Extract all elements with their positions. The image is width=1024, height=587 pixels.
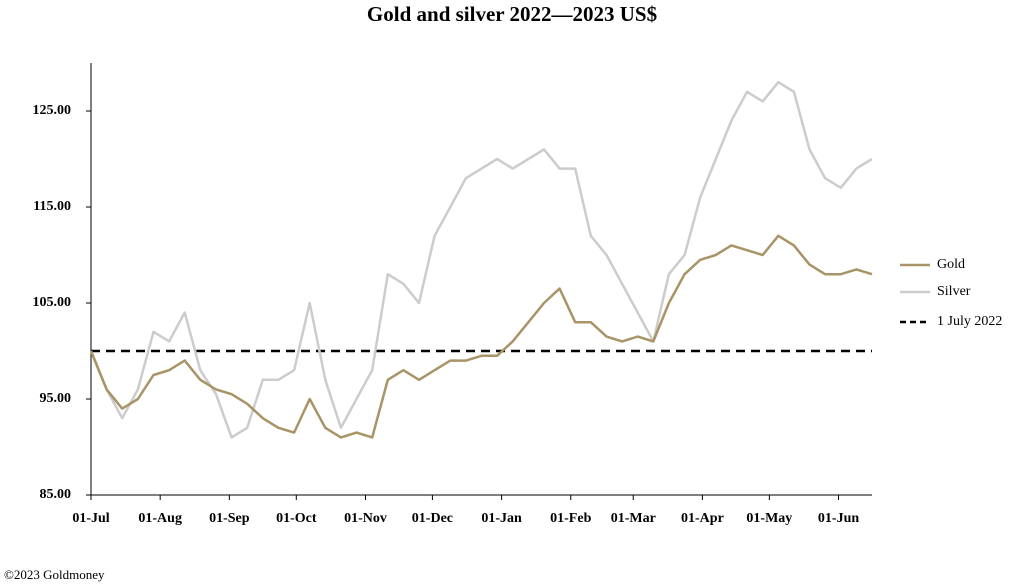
- y-tick-label: 125.00: [33, 103, 72, 118]
- x-tick-label: 01-Dec: [412, 511, 453, 526]
- x-tick-label: 01-Jul: [72, 511, 109, 526]
- y-tick-label: 85.00: [40, 487, 72, 502]
- legend-label: Silver: [937, 284, 971, 299]
- x-tick-label: 01-Sep: [209, 511, 250, 526]
- x-tick-label: 01-Apr: [681, 511, 724, 526]
- x-tick-label: 01-May: [746, 511, 792, 526]
- series-line: [89, 80, 873, 439]
- x-tick-label: 01-Mar: [611, 511, 656, 526]
- y-tick-label: 115.00: [33, 199, 71, 214]
- legend-label: 1 July 2022: [937, 314, 1002, 329]
- x-tick-label: 01-Jan: [481, 511, 522, 526]
- x-tick-label: 01-Jun: [818, 511, 859, 526]
- series-line: [89, 234, 873, 439]
- y-tick-label: 95.00: [40, 391, 72, 406]
- legend-label: Gold: [937, 257, 965, 272]
- x-tick-label: 01-Oct: [276, 511, 317, 526]
- x-tick-label: 01-Feb: [550, 511, 591, 526]
- footnote: ©2023 Goldmoney: [4, 567, 105, 582]
- y-tick-label: 105.00: [33, 295, 72, 310]
- chart-title: Gold and silver 2022—2023 US$: [367, 2, 657, 26]
- x-tick-label: 01-Nov: [344, 511, 387, 526]
- x-tick-label: 01-Aug: [138, 511, 182, 526]
